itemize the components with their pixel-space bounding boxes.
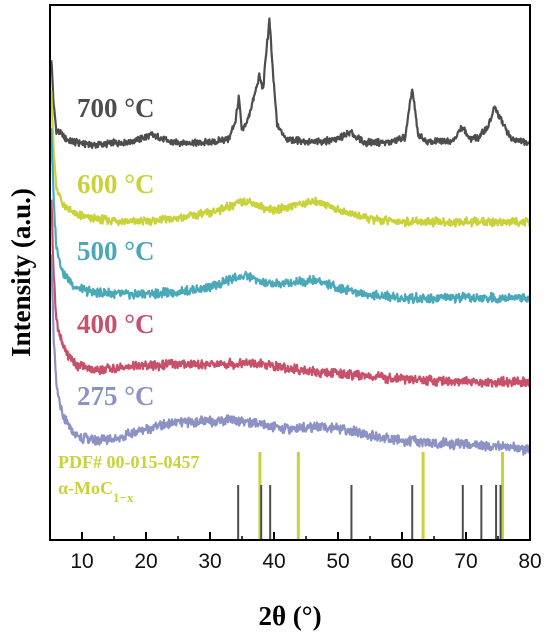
series-line-1 bbox=[50, 90, 532, 228]
x-tick-label-6: 70 bbox=[454, 550, 477, 573]
x-tick-label-7: 80 bbox=[518, 550, 541, 573]
series-label-0: 700 °C bbox=[77, 93, 155, 123]
series-label-1: 600 °C bbox=[77, 169, 155, 199]
series-line-2 bbox=[50, 128, 532, 305]
x-tick-label-5: 60 bbox=[390, 550, 413, 573]
plot-frame bbox=[49, 4, 531, 541]
series-line-0 bbox=[50, 17, 532, 150]
ref-label-pdf: PDF# 00-015-0457 bbox=[58, 452, 199, 472]
series-label-3: 400 °C bbox=[77, 309, 155, 339]
x-tick-label-0: 10 bbox=[70, 550, 93, 573]
series-label-4: 275 °C bbox=[77, 381, 155, 411]
x-tick-label-1: 20 bbox=[134, 550, 157, 573]
series-label-2: 500 °C bbox=[77, 236, 155, 266]
ref-label-subscript: 1−x bbox=[113, 490, 134, 505]
ref-label-phase: α-MoC1−x bbox=[58, 478, 134, 505]
x-tick-label-4: 50 bbox=[326, 550, 349, 573]
series-line-4 bbox=[50, 254, 532, 456]
x-axis-title: 2θ (°) bbox=[258, 601, 321, 631]
y-axis-title: Intensity (a.u.) bbox=[6, 188, 36, 357]
x-tick-label-2: 30 bbox=[198, 550, 221, 573]
series-line-3 bbox=[50, 199, 532, 388]
x-tick-label-3: 40 bbox=[262, 550, 285, 573]
